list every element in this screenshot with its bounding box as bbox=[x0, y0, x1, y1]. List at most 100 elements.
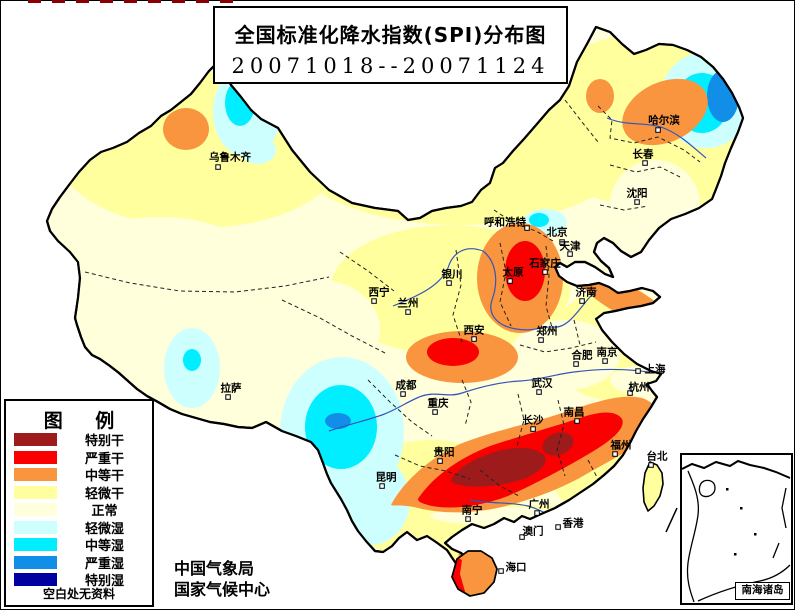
legend-swatch-normal bbox=[14, 503, 57, 516]
city-label: 银川 bbox=[442, 268, 463, 281]
city-上海: 上海 bbox=[635, 363, 666, 376]
city-label: 哈尔滨 bbox=[648, 114, 680, 127]
city-marker bbox=[530, 426, 536, 432]
city-武汉: 武汉 bbox=[532, 377, 553, 395]
city-合肥: 合肥 bbox=[571, 349, 593, 367]
city-昆明: 昆明 bbox=[376, 472, 397, 489]
city-marker bbox=[542, 269, 548, 275]
city-label: 上海 bbox=[645, 363, 666, 376]
city-label: 乌鲁木齐 bbox=[209, 151, 251, 164]
legend-item-normal: 正常 bbox=[6, 503, 152, 519]
city-石家庄: 石家庄 bbox=[528, 257, 561, 275]
city-label: 沈阳 bbox=[627, 187, 648, 200]
legend-swatch-dry4 bbox=[14, 433, 57, 446]
city-海口: 海口 bbox=[498, 561, 527, 574]
city-重庆: 重庆 bbox=[428, 397, 449, 415]
city-label: 杭州 bbox=[629, 381, 650, 394]
city-label: 香港 bbox=[562, 517, 584, 530]
spi-extreme-dry-regions bbox=[451, 432, 574, 487]
city-label: 南宁 bbox=[462, 504, 483, 517]
city-南昌: 南昌 bbox=[564, 406, 585, 424]
city-marker bbox=[524, 225, 530, 231]
city-label: 合肥 bbox=[571, 349, 593, 362]
city-label: 长沙 bbox=[523, 414, 544, 427]
city-label: 南京 bbox=[597, 346, 618, 359]
china-border-outline bbox=[45, 25, 745, 576]
city-marker bbox=[225, 394, 231, 400]
legend-item-wet1: 轻微湿 bbox=[6, 520, 152, 537]
legend-label: 轻微湿 bbox=[84, 521, 124, 537]
city-label: 澳门 bbox=[523, 525, 544, 538]
city-label: 西宁 bbox=[369, 286, 390, 299]
city-marker bbox=[534, 510, 540, 516]
city-marker bbox=[471, 336, 477, 342]
city-太原: 太原 bbox=[502, 266, 524, 284]
city-南京: 南京 bbox=[597, 346, 618, 364]
legend-label: 严重湿 bbox=[84, 556, 124, 572]
city-marker bbox=[612, 451, 618, 457]
inset-islands bbox=[726, 488, 757, 556]
city-成都: 成都 bbox=[396, 379, 417, 397]
city-marker bbox=[567, 251, 573, 257]
city-济南: 济南 bbox=[576, 286, 597, 304]
city-marker bbox=[634, 199, 640, 205]
city-marker bbox=[432, 409, 438, 415]
city-西安: 西安 bbox=[464, 324, 485, 342]
city-marker bbox=[555, 524, 561, 530]
legend-footer: 空白处无资料 bbox=[42, 587, 115, 601]
city-香港: 香港 bbox=[555, 517, 584, 530]
city-marker bbox=[655, 127, 661, 133]
city-兰州: 兰州 bbox=[398, 297, 419, 315]
city-贵阳: 贵阳 bbox=[434, 446, 455, 464]
legend-label: 轻微干 bbox=[84, 486, 124, 502]
legend-label: 特别干 bbox=[84, 434, 124, 449]
city-label: 长春 bbox=[633, 148, 654, 161]
city-marker bbox=[538, 337, 544, 343]
hainan-island bbox=[451, 550, 498, 597]
city-label: 兰州 bbox=[398, 297, 419, 310]
legend-swatch-dry3 bbox=[14, 450, 57, 464]
inset-coastlines bbox=[682, 459, 791, 603]
map-date-range: 20071018--20071124 bbox=[231, 54, 550, 78]
legend-label: 中等湿 bbox=[84, 539, 124, 554]
legend-label: 中等干 bbox=[84, 469, 124, 484]
city-label: 台北 bbox=[647, 450, 668, 463]
city-label: 呼和浩特 bbox=[484, 216, 526, 229]
city-marker bbox=[405, 309, 411, 315]
city-marker bbox=[400, 391, 406, 397]
legend-swatch-dry2 bbox=[14, 468, 57, 481]
cropped-text-artifact bbox=[28, 0, 233, 3]
city-marker bbox=[507, 278, 513, 284]
legend-label: 特别湿 bbox=[84, 574, 124, 589]
legend-swatch-wet1 bbox=[14, 520, 57, 534]
city-乌鲁木齐: 乌鲁木齐 bbox=[209, 151, 251, 170]
city-label: 重庆 bbox=[428, 397, 449, 410]
legend-swatch-wet2 bbox=[14, 538, 57, 551]
city-label: 济南 bbox=[576, 286, 597, 299]
city-marker bbox=[579, 298, 585, 304]
city-长沙: 长沙 bbox=[523, 414, 544, 432]
map-title: 全国标准化降水指数(SPI)分布图 bbox=[234, 23, 547, 47]
legend-swatch-wet4 bbox=[14, 573, 57, 586]
city-西宁: 西宁 bbox=[369, 286, 390, 304]
credits: 中国气象局 国家气候中心 bbox=[174, 558, 270, 600]
credits-line-1: 中国气象局 bbox=[174, 559, 255, 578]
city-marker bbox=[519, 534, 525, 540]
city-marker bbox=[215, 164, 221, 170]
city-杭州: 杭州 bbox=[627, 381, 650, 396]
city-label: 拉萨 bbox=[221, 382, 242, 395]
city-广州: 广州 bbox=[529, 498, 550, 516]
city-label: 石家庄 bbox=[528, 257, 561, 270]
city-长春: 长春 bbox=[633, 148, 654, 166]
city-marker bbox=[574, 418, 580, 424]
city-marker bbox=[635, 368, 641, 374]
city-marker bbox=[627, 390, 633, 396]
legend-item-dry3: 严重干 bbox=[6, 450, 152, 467]
city-marker bbox=[446, 280, 452, 286]
legend-header: 图 例 bbox=[43, 410, 115, 432]
city-marker bbox=[465, 516, 471, 522]
city-label: 成都 bbox=[396, 379, 417, 392]
inset-map-svg bbox=[682, 459, 791, 603]
